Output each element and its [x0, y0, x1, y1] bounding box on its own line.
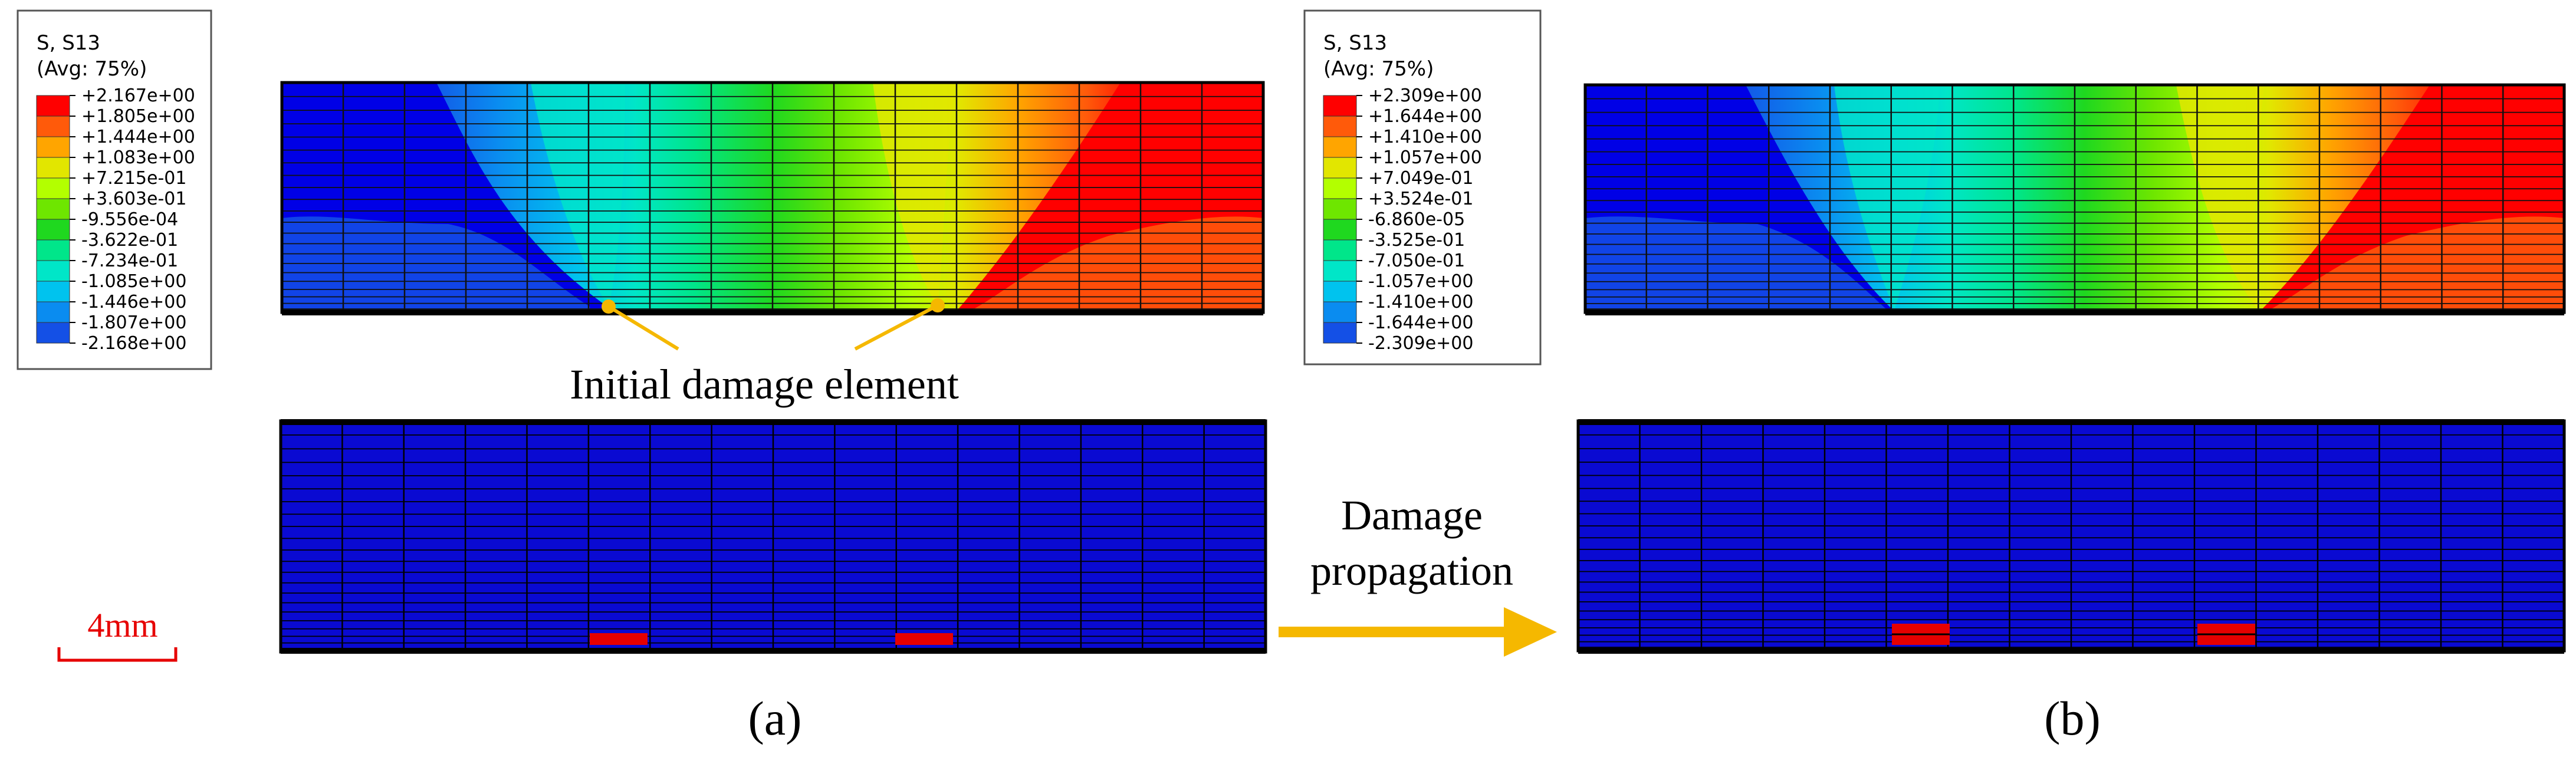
- legend-swatch: [36, 95, 70, 117]
- legend-swatch: [36, 281, 70, 302]
- legend-a-title: S, S13: [37, 31, 100, 55]
- legend-value: -1.446e+00: [81, 292, 186, 312]
- legend-b-labels: +2.309e+00+1.644e+00+1.410e+00+1.057e+00…: [1356, 85, 1482, 354]
- legend-swatch: [1323, 198, 1357, 220]
- caption-a: (a): [748, 691, 801, 745]
- legend-value: -3.525e-01: [1368, 230, 1465, 251]
- legend-swatch: [1323, 322, 1357, 344]
- legend-a-swatches: [36, 95, 70, 344]
- damage-propagation-annotation: Damage propagation: [1279, 492, 1557, 657]
- legend-value: -1.644e+00: [1368, 312, 1473, 333]
- contour-b-yellow-funnel: [2176, 85, 2265, 310]
- contour-plot-b: [1583, 83, 2566, 315]
- legend-swatch: [36, 219, 70, 241]
- legend-a-subtitle: (Avg: 75%): [37, 57, 147, 81]
- legend-swatch: [1323, 260, 1357, 282]
- legend-b-title: S, S13: [1323, 31, 1387, 55]
- legend-value: +2.167e+00: [81, 85, 195, 106]
- contour-b-mesh: [1585, 85, 2564, 312]
- contour-a-teal-funnel: [531, 83, 625, 307]
- legend-swatch: [1323, 157, 1357, 179]
- legend-swatch: [1323, 136, 1357, 158]
- legend-swatch: [1323, 239, 1357, 261]
- legend-swatch: [36, 260, 70, 282]
- legend-a-labels: +2.167e+00+1.805e+00+1.444e+00+1.083e+00…: [70, 85, 195, 354]
- legend-swatch: [1323, 301, 1357, 323]
- legend-value: -2.168e+00: [81, 333, 186, 354]
- legend-value: +7.049e-01: [1368, 168, 1473, 189]
- damage-propagation-label-line1: Damage: [1341, 492, 1483, 539]
- legend-b-swatches: [1323, 95, 1357, 344]
- legend-swatch: [36, 239, 70, 261]
- initial-damage-label: Initial damage element: [570, 361, 959, 408]
- legend-value: +1.410e+00: [1368, 127, 1482, 147]
- legend-b-subtitle: (Avg: 75%): [1323, 57, 1434, 81]
- caption-b: (b): [2044, 691, 2101, 745]
- legend-value: -9.556e-04: [81, 209, 178, 230]
- legend-swatch: [36, 157, 70, 179]
- scale-bar-label: 4mm: [87, 606, 157, 644]
- legend-value: -1.057e+00: [1368, 271, 1473, 292]
- legend-swatch: [36, 116, 70, 137]
- contour-b-teal-funnel: [1834, 85, 1940, 310]
- legend-value: +1.444e+00: [81, 127, 195, 147]
- contour-plot-a: [280, 81, 1265, 315]
- legend-a: S, S13 (Avg: 75%) +2.167e+00+1.805e+00+1…: [17, 9, 212, 370]
- arrow-right-icon: [1504, 607, 1557, 657]
- damaged-element-a-right: [895, 633, 953, 645]
- damage-mesh-a-grid: [281, 421, 1266, 652]
- legend-swatch: [36, 301, 70, 323]
- contour-a-mesh: [282, 83, 1263, 312]
- damage-propagation-label-line2: propagation: [1310, 547, 1513, 594]
- legend-value: -1.410e+00: [1368, 292, 1473, 312]
- damage-mesh-b-grid: [1578, 421, 2564, 651]
- legend-swatch: [36, 136, 70, 158]
- legend-value: -1.807e+00: [81, 312, 186, 333]
- legend-swatch: [1323, 281, 1357, 302]
- scale-bar-line: [57, 647, 178, 662]
- legend-value: +2.309e+00: [1368, 85, 1482, 106]
- damaged-element-a-left: [590, 633, 648, 645]
- legend-value: +1.057e+00: [1368, 147, 1482, 168]
- legend-value: -6.860e-05: [1368, 209, 1465, 230]
- leader-line-right: [854, 304, 939, 351]
- legend-value: +1.083e+00: [81, 147, 195, 168]
- contour-a-yellow-funnel: [873, 83, 955, 307]
- legend-value: -7.050e-01: [1368, 251, 1465, 271]
- legend-value: -7.234e-01: [81, 251, 178, 271]
- legend-value: -2.309e+00: [1368, 333, 1473, 354]
- legend-swatch: [1323, 177, 1357, 199]
- legend-swatch: [1323, 219, 1357, 241]
- legend-swatch: [1323, 95, 1357, 117]
- contour-a-lower-orange-band: [967, 216, 1263, 312]
- legend-b: S, S13 (Avg: 75%) +2.309e+00+1.644e+00+1…: [1303, 9, 1542, 365]
- legend-value: +1.644e+00: [1368, 106, 1482, 127]
- leader-line-left: [607, 305, 679, 351]
- initial-damage-annotation: Initial damage element: [570, 304, 959, 408]
- damage-mesh-a: [279, 419, 1267, 654]
- legend-value: +7.215e-01: [81, 168, 186, 189]
- legend-value: +1.805e+00: [81, 106, 195, 127]
- legend-value: -3.622e-01: [81, 230, 178, 251]
- legend-value: +3.603e-01: [81, 189, 186, 209]
- legend-value: +3.524e-01: [1368, 189, 1473, 209]
- scale-bar: 4mm: [57, 606, 178, 662]
- legend-swatch: [36, 198, 70, 220]
- damage-mesh-b: [1576, 419, 2566, 654]
- legend-value: -1.085e+00: [81, 271, 186, 292]
- contour-a-lower-blue-band: [282, 216, 590, 312]
- contour-b-lower-orange-band: [2265, 216, 2564, 312]
- legend-swatch: [36, 177, 70, 199]
- legend-swatch: [36, 322, 70, 344]
- legend-swatch: [1323, 116, 1357, 137]
